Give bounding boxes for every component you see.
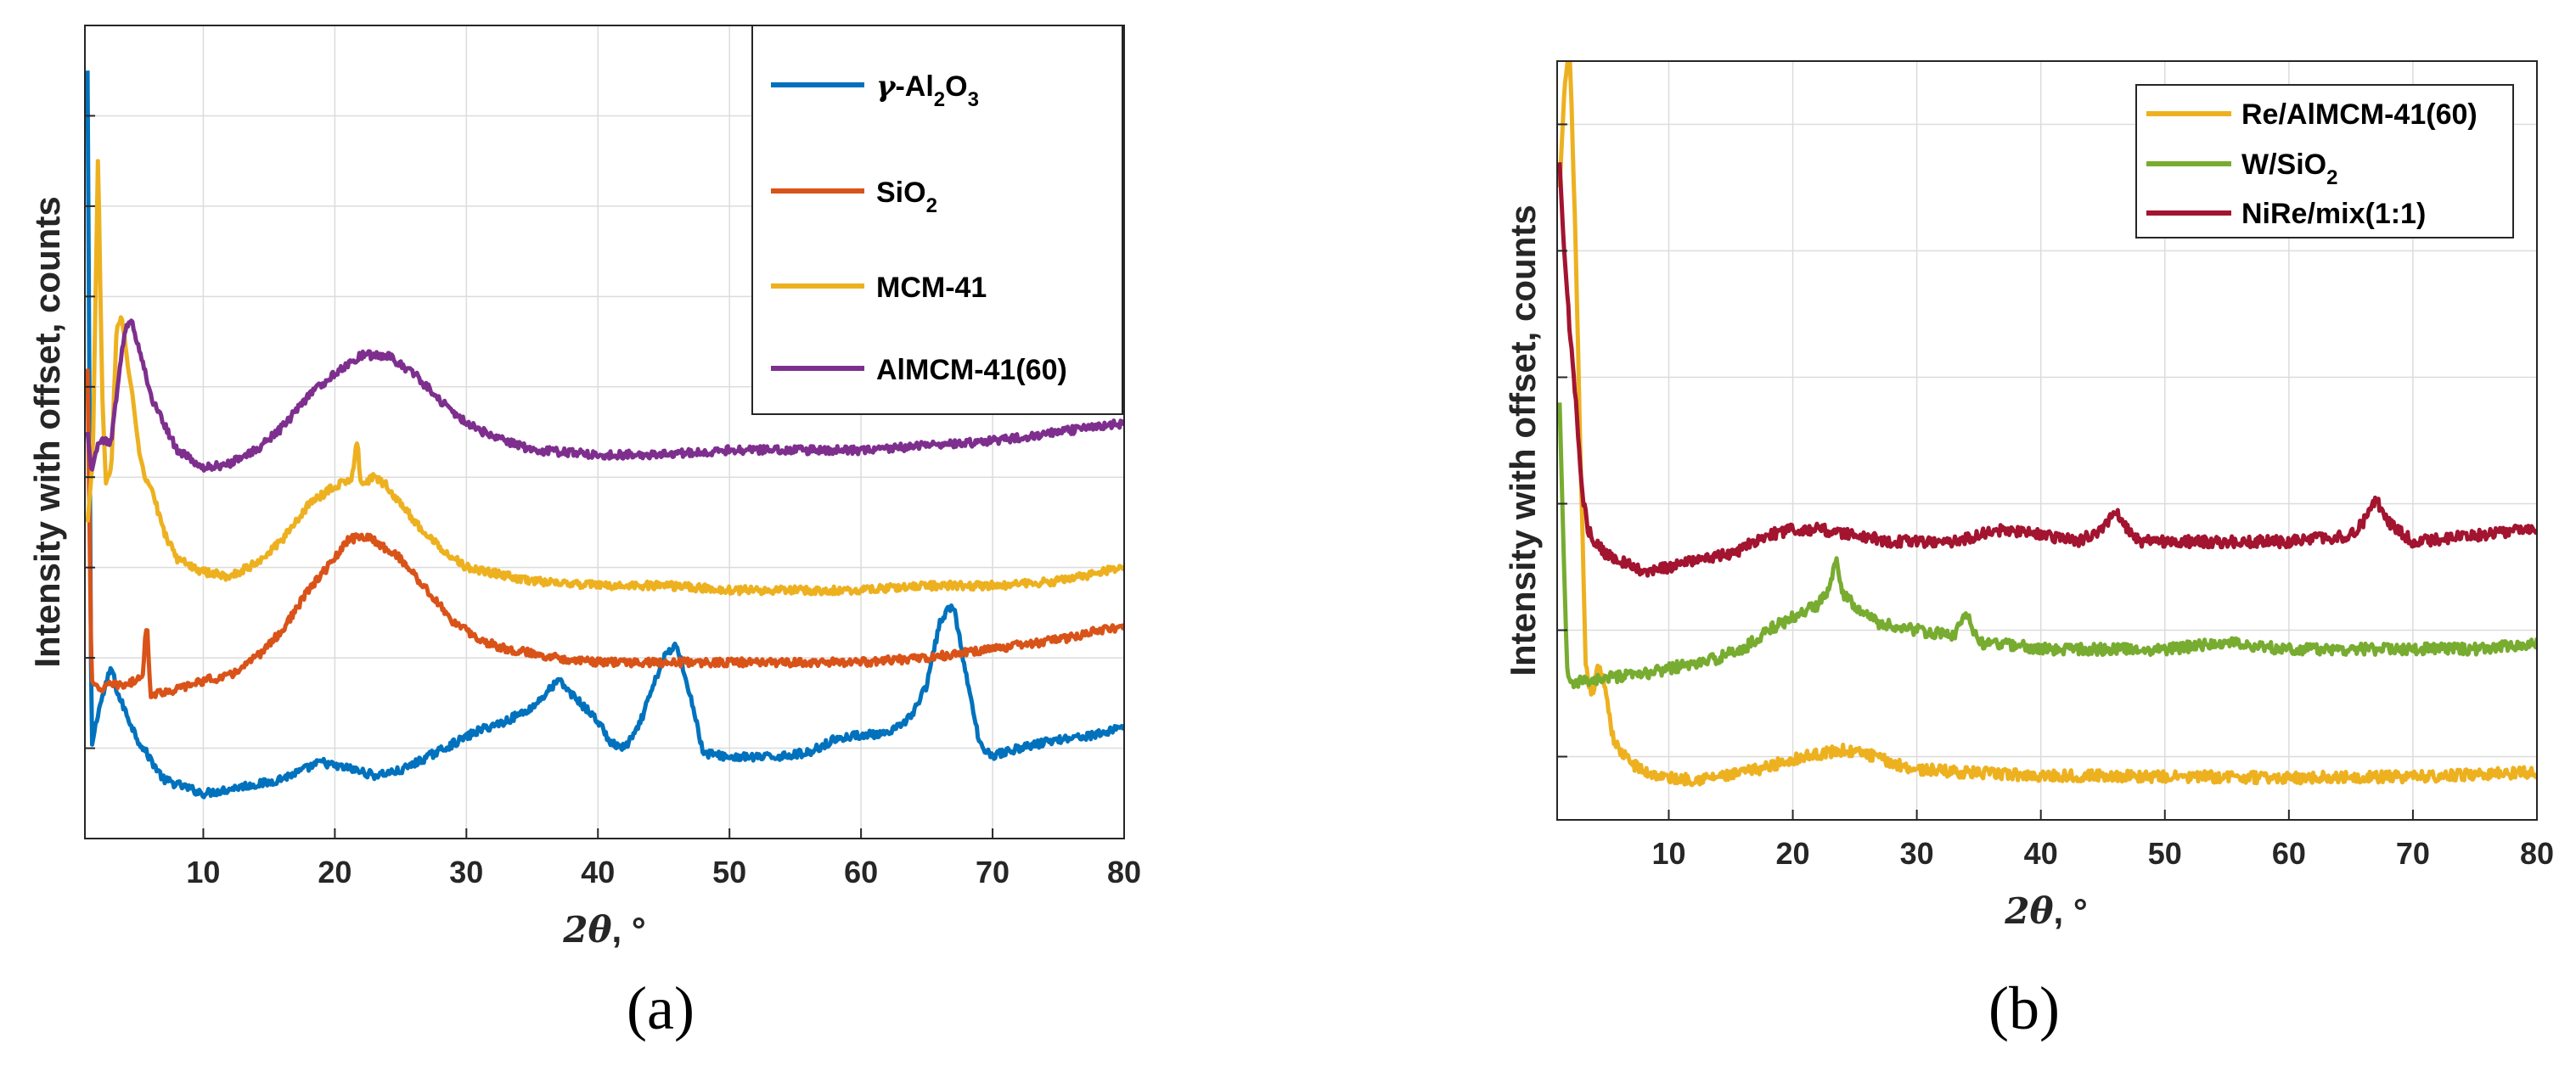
legend-w-sio2-sub: 2	[2326, 166, 2337, 189]
tick-label-x: 10	[186, 855, 220, 889]
legend-label-al2o3: γ-Al2O3	[876, 70, 979, 111]
chart-b-xlabel-symbol: 2θ	[2004, 890, 2053, 932]
chart-b-frame	[1556, 60, 2538, 821]
tick-label-x: 70	[2396, 836, 2430, 871]
series-line-almcm-41-60-	[85, 318, 1124, 473]
chart-b-xlabel: 2θ, °	[2004, 890, 2087, 932]
tick-label-x: 50	[2148, 836, 2182, 871]
chart-b: 10 20 30 40 50 60 70 80 Intensity with offset, …	[1503, 60, 2554, 1042]
legend-label-nire-mix: NiRe/mix(1:1)	[2241, 198, 2426, 230]
legend-label-w-sio2: W/SiO2	[2241, 149, 2337, 189]
series-line-nire-mix-1-1-	[1557, 162, 2537, 578]
chart-a-frame	[84, 25, 1125, 839]
tick-label-x: 20	[318, 855, 352, 889]
legend-sio2-sub: 2	[926, 194, 937, 217]
legend-al2o3-sub2: 3	[968, 88, 979, 111]
chart-a-xlabel: 2θ, °	[562, 909, 645, 951]
chart-a-xticks: 10 20 30 40 50 60 70 80	[186, 828, 1141, 889]
chart-a-xlabel-symbol: 2θ	[562, 909, 611, 951]
tick-label-x: 40	[2024, 836, 2058, 871]
legend-label-sio2: SiO2	[876, 177, 937, 217]
tick-label-x: 20	[1776, 836, 1810, 871]
chart-b-xlabel-unit: , °	[2054, 891, 2088, 931]
chart-b-series	[1557, 61, 2537, 788]
series-line-sio	[85, 368, 1124, 699]
tick-label-x: 10	[1651, 836, 1685, 871]
legend-w-sio2-main: W/SiO	[2241, 149, 2326, 181]
tick-label-x: 30	[1900, 836, 1934, 871]
tick-label-x: 60	[844, 855, 878, 889]
chart-a: 10 20 30 40 50 60 70 80 Intensity with offset, …	[27, 25, 1141, 1042]
series-line-re-almcm-41-60-	[1557, 61, 2537, 788]
chart-b-yticks	[1557, 123, 1567, 758]
tick-label-x: 80	[1107, 855, 1141, 889]
legend-al2o3-main: -Al	[895, 70, 933, 103]
legend-al2o3-mid: O	[945, 70, 967, 103]
legend-label-almcm41: AlMCM-41(60)	[876, 354, 1067, 386]
tick-label-x: 40	[581, 855, 615, 889]
chart-b-legend: Re/AlMCM-41(60) W/SiO2 NiRe/mix(1:1)	[2135, 84, 2514, 238]
legend-label-re-almcm41: Re/AlMCM-41(60)	[2241, 98, 2478, 131]
series-line-w-sio	[1557, 402, 2537, 690]
chart-a-legend-box	[751, 25, 1123, 415]
chart-a-yticks	[85, 115, 95, 749]
legend-al2o3-symbol: γ	[876, 70, 897, 104]
legend-al2o3-sub1: 2	[934, 88, 945, 111]
chart-a-legend: γ-Al2O3 SiO2 MCM-41 AlMCM-41(60)	[751, 25, 1123, 415]
series-line-mcm-41	[85, 159, 1124, 597]
tick-label-x: 80	[2520, 836, 2554, 871]
chart-a-ylabel: Intensity with offset, counts	[27, 196, 67, 667]
chart-a-series	[85, 70, 1124, 800]
chart-a-xlabel-unit: , °	[612, 910, 646, 950]
tick-label-x: 50	[712, 855, 746, 889]
chart-a-panel-label: (a)	[627, 974, 695, 1042]
tick-label-x: 70	[976, 855, 1010, 889]
chart-b-ylabel: Intensity with offset, counts	[1503, 205, 1543, 676]
tick-label-x: 60	[2272, 836, 2306, 871]
tick-label-x: 30	[449, 855, 483, 889]
chart-b-xticks: 10 20 30 40 50 60 70 80	[1651, 810, 2554, 871]
legend-label-mcm41: MCM-41	[876, 272, 987, 304]
chart-b-panel-label: (b)	[1988, 974, 2060, 1042]
legend-sio2-main: SiO	[876, 177, 926, 209]
series-line--al	[85, 70, 1124, 800]
